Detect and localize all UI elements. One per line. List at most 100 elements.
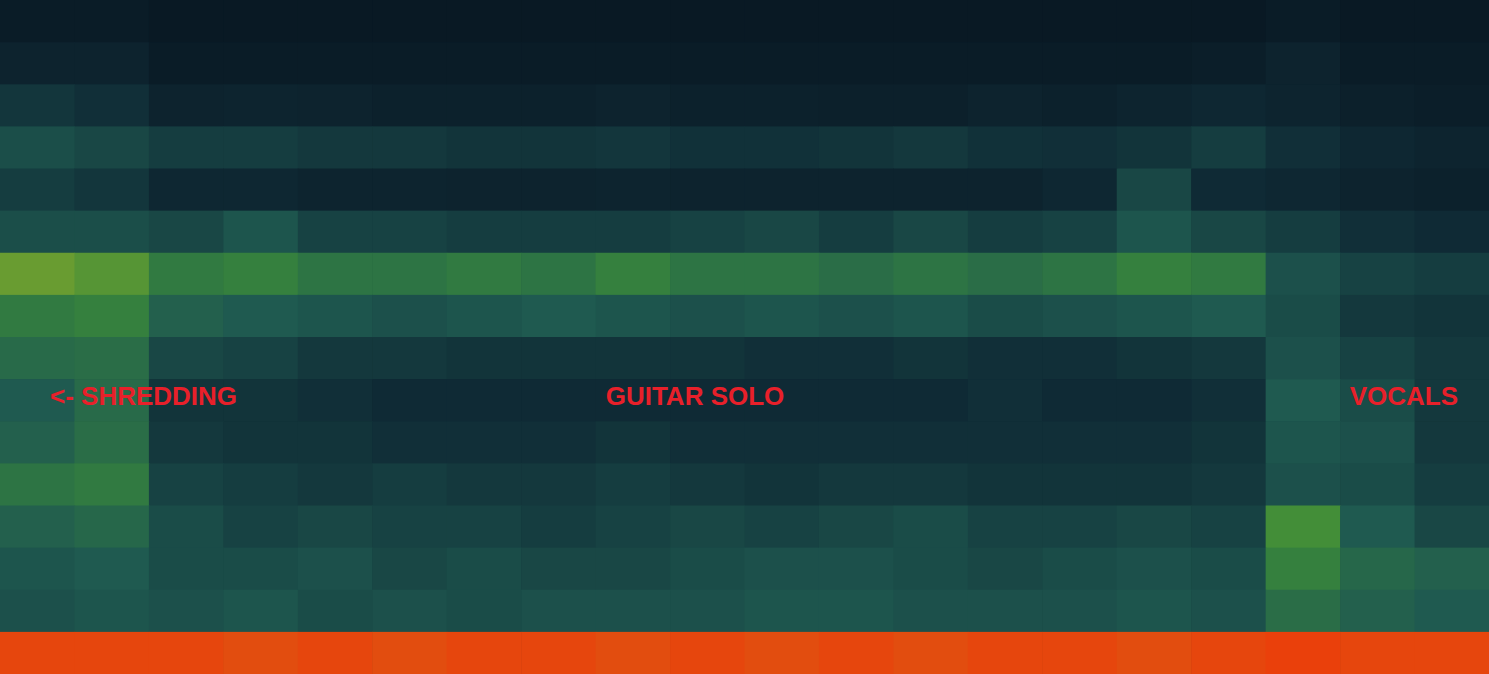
heat-cell bbox=[1266, 253, 1341, 296]
heat-cell bbox=[298, 590, 373, 633]
heat-cell bbox=[893, 421, 968, 464]
heat-cell bbox=[1042, 590, 1117, 633]
heat-cell bbox=[1266, 0, 1341, 43]
heat-cell bbox=[1340, 169, 1415, 212]
heat-cell bbox=[447, 337, 522, 380]
heat-cell bbox=[0, 253, 75, 296]
heat-cell bbox=[1042, 169, 1117, 212]
heat-cell bbox=[1191, 295, 1266, 338]
heat-cell bbox=[149, 337, 224, 380]
heat-cell bbox=[1117, 421, 1192, 464]
heat-cell bbox=[223, 337, 298, 380]
heat-cell bbox=[670, 590, 745, 633]
heat-cell bbox=[893, 295, 968, 338]
heat-cell bbox=[0, 590, 75, 633]
heat-cell bbox=[372, 337, 447, 380]
heat-cell bbox=[74, 337, 149, 380]
heat-cell bbox=[1117, 211, 1192, 254]
heat-cell bbox=[74, 0, 149, 43]
heat-cell bbox=[670, 211, 745, 254]
heat-cell bbox=[1266, 169, 1341, 212]
heat-cell bbox=[298, 126, 373, 169]
heat-cell bbox=[1191, 211, 1266, 254]
heat-cell bbox=[521, 84, 596, 127]
heat-cell bbox=[1415, 590, 1489, 633]
heat-cell bbox=[447, 506, 522, 549]
heat-cell bbox=[372, 42, 447, 85]
heat-cell bbox=[968, 379, 1043, 422]
heat-cell bbox=[1117, 295, 1192, 338]
heat-cell bbox=[223, 421, 298, 464]
heat-cell bbox=[1340, 337, 1415, 380]
heat-cell bbox=[1415, 126, 1489, 169]
heat-cell bbox=[0, 211, 75, 254]
heat-cell bbox=[447, 169, 522, 212]
heat-cell bbox=[521, 0, 596, 43]
heat-cell bbox=[74, 253, 149, 296]
heat-cell bbox=[1415, 169, 1489, 212]
heat-cell bbox=[745, 126, 820, 169]
heat-cell bbox=[670, 84, 745, 127]
heat-cell bbox=[447, 42, 522, 85]
heat-cell bbox=[149, 632, 224, 674]
heat-cell bbox=[1415, 463, 1489, 506]
heat-cell bbox=[596, 42, 671, 85]
heat-cell bbox=[893, 42, 968, 85]
heat-cell bbox=[596, 126, 671, 169]
heat-cell bbox=[1117, 42, 1192, 85]
heat-cell bbox=[149, 84, 224, 127]
heat-cell bbox=[1042, 0, 1117, 43]
heat-cell bbox=[596, 295, 671, 338]
heat-cell bbox=[745, 169, 820, 212]
heat-cell bbox=[1266, 548, 1341, 591]
heat-cell bbox=[447, 211, 522, 254]
heat-cell bbox=[1191, 126, 1266, 169]
heat-cell bbox=[1117, 379, 1192, 422]
heat-cell bbox=[1340, 548, 1415, 591]
heat-cell bbox=[1042, 84, 1117, 127]
heat-cell bbox=[372, 211, 447, 254]
heat-cell bbox=[1191, 548, 1266, 591]
heat-cell bbox=[1340, 211, 1415, 254]
heat-cell bbox=[1340, 84, 1415, 127]
heat-cell bbox=[819, 463, 894, 506]
heat-cell bbox=[1415, 421, 1489, 464]
heat-cell bbox=[372, 421, 447, 464]
cells bbox=[0, 0, 1489, 674]
heat-cell bbox=[372, 0, 447, 43]
heat-cell bbox=[968, 169, 1043, 212]
heat-cell bbox=[968, 211, 1043, 254]
heat-cell bbox=[968, 632, 1043, 674]
heat-cell bbox=[1266, 506, 1341, 549]
heat-cell bbox=[74, 590, 149, 633]
heat-cell bbox=[223, 590, 298, 633]
heat-cell bbox=[1266, 632, 1341, 674]
heat-cell bbox=[819, 632, 894, 674]
heat-cell bbox=[372, 463, 447, 506]
heat-cell bbox=[521, 337, 596, 380]
heat-cell bbox=[819, 421, 894, 464]
heat-cell bbox=[298, 337, 373, 380]
heat-cell bbox=[372, 379, 447, 422]
heat-cell bbox=[596, 632, 671, 674]
heat-cell bbox=[596, 463, 671, 506]
heat-cell bbox=[298, 253, 373, 296]
heat-cell bbox=[745, 590, 820, 633]
heat-cell bbox=[298, 548, 373, 591]
heat-cell bbox=[223, 42, 298, 85]
heat-cell bbox=[1042, 379, 1117, 422]
heat-cell bbox=[968, 253, 1043, 296]
heat-cell bbox=[1266, 421, 1341, 464]
heat-cell bbox=[1042, 211, 1117, 254]
heat-cell bbox=[670, 295, 745, 338]
heat-cell bbox=[1042, 337, 1117, 380]
heat-cell bbox=[521, 632, 596, 674]
heat-cell bbox=[968, 590, 1043, 633]
heat-cell bbox=[1191, 84, 1266, 127]
heat-cell bbox=[893, 379, 968, 422]
heat-cell bbox=[149, 211, 224, 254]
heat-cell bbox=[893, 126, 968, 169]
heat-cell bbox=[74, 42, 149, 85]
heat-cell bbox=[447, 632, 522, 674]
heat-cell bbox=[968, 506, 1043, 549]
